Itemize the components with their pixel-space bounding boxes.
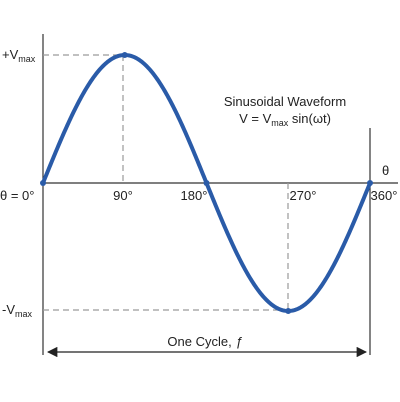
sine-point-360 (367, 180, 373, 186)
sine-point-0 (40, 180, 46, 186)
tick-label-90: 90° (113, 188, 133, 203)
one-cycle-label: One Cycle, ƒ (167, 334, 242, 349)
minus-vmax-label: -Vmax (2, 302, 33, 319)
sine-point-180 (203, 180, 210, 186)
tick-label-270: 270° (290, 188, 317, 203)
title-line-1: Sinusoidal Waveform (224, 94, 346, 109)
theta-axis-label: θ (382, 163, 389, 178)
origin-label: θ = 0° (0, 188, 34, 203)
tick-label-180: 180° (181, 188, 208, 203)
sine-points (40, 52, 373, 314)
tick-label-360: 360° (371, 188, 398, 203)
sine-point-90 (121, 52, 128, 58)
title-line-2: V = Vmax sin(ωt) (239, 111, 331, 128)
plus-vmax-label: +Vmax (2, 47, 36, 64)
sine-point-270 (285, 308, 292, 314)
